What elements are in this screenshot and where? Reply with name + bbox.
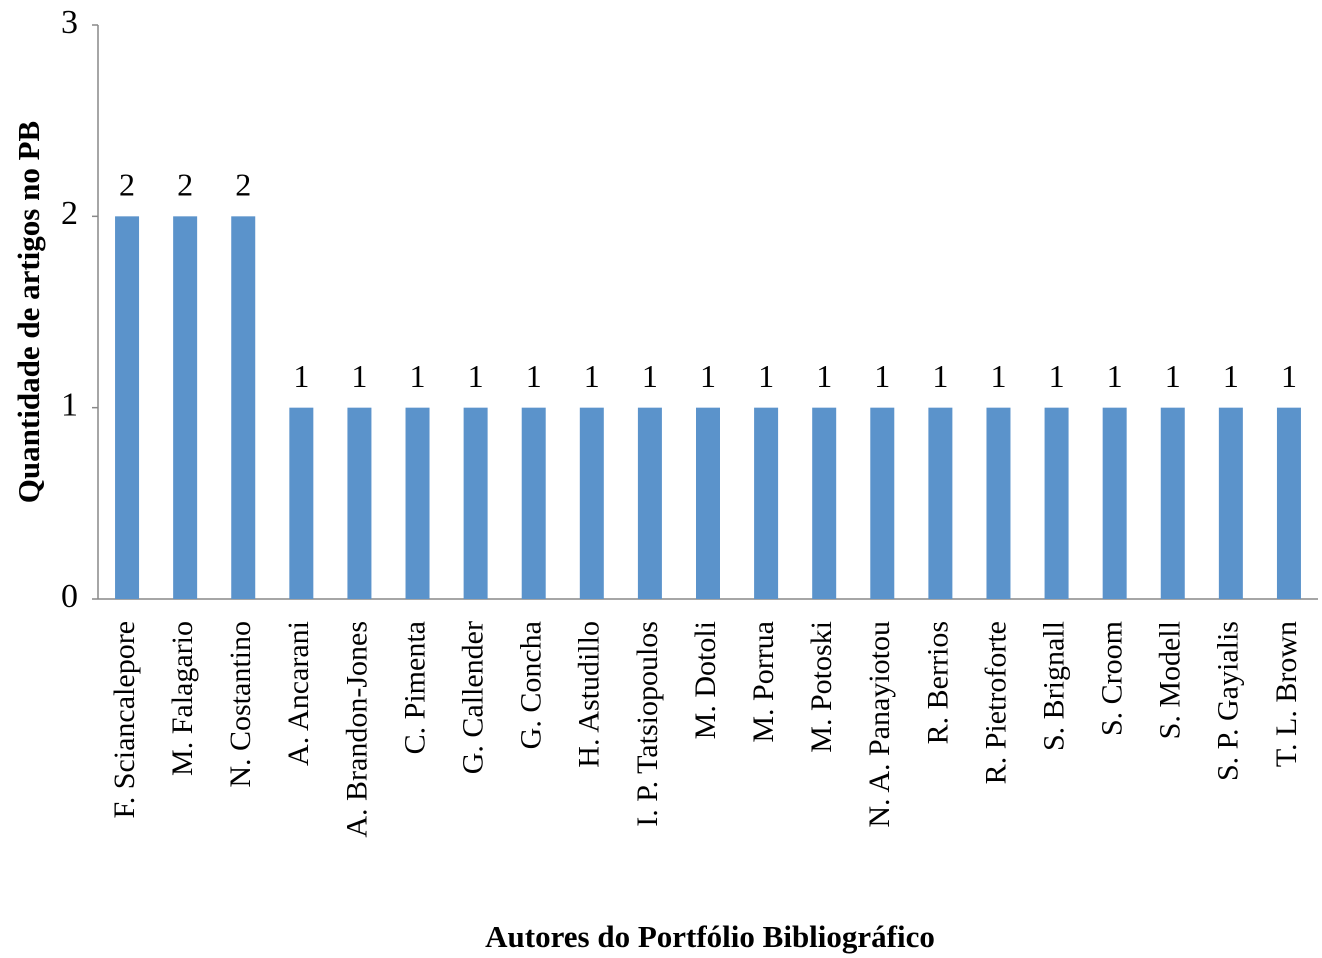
- x-tick-label: S. P. Gayialis: [1212, 621, 1245, 781]
- y-tick-label: 2: [61, 195, 78, 232]
- x-tick-label: F. Sciancalepore: [108, 621, 141, 819]
- data-label: 1: [1049, 358, 1065, 394]
- data-label: 1: [1165, 358, 1181, 394]
- data-label: 1: [758, 358, 774, 394]
- data-label: 1: [410, 358, 426, 394]
- data-label: 1: [700, 358, 716, 394]
- data-label: 1: [468, 358, 484, 394]
- bar: [231, 216, 256, 600]
- data-label: 1: [293, 358, 309, 394]
- x-axis-title: Autores do Portfólio Bibliográfico: [485, 919, 935, 954]
- bar: [637, 407, 662, 599]
- x-tick-label: I. P. Tatsiopoulos: [631, 621, 664, 827]
- bar: [115, 216, 140, 600]
- data-label: 2: [235, 167, 251, 203]
- data-label: 1: [932, 358, 948, 394]
- x-tick-label: M. Dotoli: [689, 621, 722, 739]
- y-tick-label: 3: [61, 4, 78, 41]
- bar: [812, 407, 837, 599]
- x-tick-label: A. Ancarani: [282, 621, 315, 766]
- data-label: 1: [1281, 358, 1297, 394]
- bar: [696, 407, 720, 599]
- bar: [1102, 407, 1127, 599]
- x-tick-label: S. Brignall: [1037, 621, 1070, 751]
- data-label: 1: [351, 358, 367, 394]
- x-tick-label: M. Potoski: [805, 621, 838, 753]
- data-label: 1: [874, 358, 890, 394]
- x-tick-label: S. Modell: [1154, 621, 1187, 739]
- x-tick-label: M. Falagario: [166, 621, 199, 776]
- bar: [1218, 407, 1243, 599]
- bar: [870, 407, 895, 599]
- x-tick-label: R. Pietroforte: [979, 621, 1012, 784]
- y-axis-title: Quantidade de artigos no PB: [11, 121, 46, 503]
- x-tick-label: N. A. Panayiotou: [863, 621, 896, 828]
- data-label: 1: [1223, 358, 1239, 394]
- x-tick-label: N. Costantino: [224, 621, 257, 788]
- bar: [289, 407, 314, 599]
- x-tick-label: S. Croom: [1096, 621, 1129, 736]
- x-tick-label: M. Porrua: [747, 621, 780, 743]
- bar: [173, 216, 198, 600]
- data-label: 1: [1107, 358, 1123, 394]
- bar: [986, 407, 1011, 599]
- bar: [754, 407, 779, 599]
- x-tick-label: C. Pimenta: [398, 621, 431, 754]
- bar: [405, 407, 430, 599]
- bar: [1160, 407, 1185, 599]
- data-label: 2: [177, 167, 193, 203]
- bar: [347, 407, 372, 599]
- x-tick-label: T. L. Brown: [1270, 621, 1303, 767]
- bar: [928, 407, 953, 599]
- data-label: 1: [584, 358, 600, 394]
- bar: [1044, 407, 1069, 599]
- bar: [579, 407, 604, 599]
- bar: [463, 407, 488, 599]
- data-label: 1: [816, 358, 832, 394]
- data-label: 2: [119, 167, 135, 203]
- bar: [1276, 407, 1301, 599]
- data-label: 1: [642, 358, 658, 394]
- x-tick-label: H. Astudillo: [573, 621, 606, 768]
- x-tick-label: R. Berrios: [921, 621, 954, 744]
- x-tick-label: A. Brandon-Jones: [340, 621, 373, 838]
- bar: [521, 407, 546, 599]
- data-label: 1: [526, 358, 542, 394]
- y-tick-label: 1: [61, 386, 78, 423]
- data-label: 1: [990, 358, 1006, 394]
- x-tick-label: G. Concha: [515, 621, 548, 749]
- x-tick-label: G. Callender: [457, 621, 490, 774]
- y-tick-label: 0: [61, 578, 78, 615]
